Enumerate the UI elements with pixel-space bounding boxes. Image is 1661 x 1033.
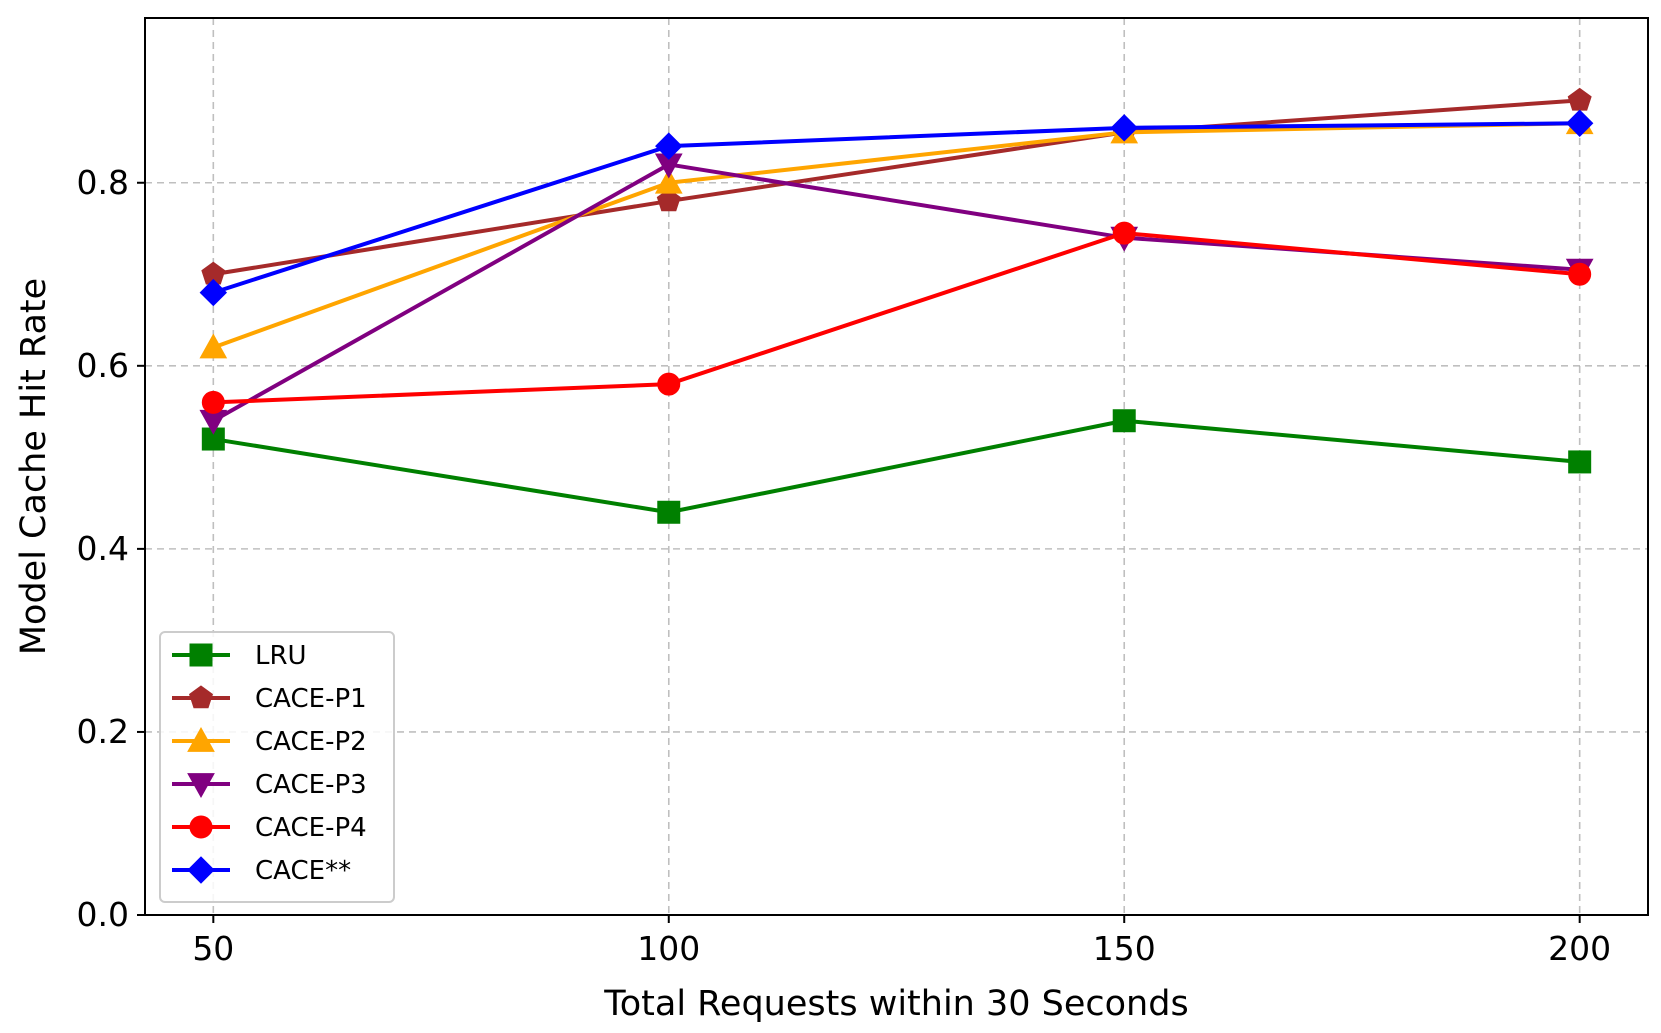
- series-cace-p4: [201, 221, 1592, 414]
- y-tick-label: 0.8: [77, 163, 129, 202]
- series-cace-p2: [199, 109, 1594, 359]
- series-line-cace-p4: [213, 231, 1580, 405]
- y-tick-label: 0.6: [77, 346, 129, 385]
- data-point-cace-p4: [657, 372, 681, 396]
- legend-swatch-marker: [188, 685, 214, 709]
- data-point-cace-p4: [1568, 262, 1592, 286]
- x-tick-label: 200: [1548, 929, 1611, 968]
- data-point-cace-p2: [199, 333, 228, 359]
- legend-label: CACE-P2: [255, 727, 367, 757]
- data-point-cacestarstar: [1110, 114, 1138, 142]
- y-axis-label: Model Cache Hit Rate: [14, 278, 54, 655]
- legend-item-cace-p4: CACE-P4: [172, 813, 367, 843]
- legend-swatch-marker: [187, 773, 215, 799]
- legend-swatch-marker: [189, 643, 213, 667]
- series-layer: [199, 87, 1594, 524]
- series-line-lru: [213, 418, 1580, 515]
- plot-area-frame: [144, 17, 1649, 916]
- series-cace-p1: [201, 87, 1592, 285]
- series-line-cacestarstar: [212, 121, 1580, 295]
- data-point-cacestarstar: [655, 132, 683, 160]
- x-axis-label: Total Requests within 30 Seconds: [603, 984, 1188, 1024]
- data-point-lru: [1568, 450, 1592, 474]
- series-cacestarstar: [199, 109, 1594, 307]
- data-point-cacestarstar: [1565, 109, 1594, 137]
- legend-swatch-marker: [189, 815, 213, 839]
- legend-item-cace-p1: CACE-P1: [172, 684, 367, 714]
- legend-swatch-marker: [187, 856, 215, 884]
- x-tick-label: 100: [637, 929, 700, 968]
- series-cace-p3: [199, 153, 1594, 435]
- legend-item-cacestarstar: CACE**: [172, 856, 351, 886]
- legend-swatch-marker: [187, 726, 215, 752]
- legend-item-cace-p3: CACE-P3: [172, 770, 367, 800]
- data-point-lru: [657, 500, 681, 524]
- legend-item-cace-p2: CACE-P2: [172, 726, 367, 757]
- legend-label: CACE-P1: [255, 684, 367, 714]
- data-point-cace-p2: [654, 168, 683, 194]
- x-tick-label: 150: [1093, 929, 1156, 968]
- data-point-cacestarstar: [199, 278, 228, 307]
- legend: LRU CACE-P1 CACE-P2 CACE-P3 CACE-P4 CACE**: [159, 631, 395, 903]
- y-tick-label: 0.4: [77, 529, 129, 568]
- data-point-cace-p1: [1567, 87, 1592, 111]
- series-lru: [201, 409, 1592, 524]
- y-tick-label: 0.2: [77, 712, 129, 751]
- data-point-cace-p1: [656, 188, 681, 212]
- legend-label: CACE-P4: [255, 813, 367, 843]
- series-line-cace-p2: [212, 121, 1580, 350]
- series-line-cace-p1: [213, 98, 1580, 277]
- axes: 50 100 150 200 0.0 0.2 0.4 0.6 0.8: [77, 163, 1612, 968]
- legend-label: CACE**: [255, 856, 351, 886]
- legend-label: CACE-P3: [255, 770, 367, 800]
- legend-item-lru: LRU: [172, 641, 307, 671]
- data-point-cace-p4: [201, 390, 225, 414]
- series-line-cace-p3: [212, 162, 1580, 423]
- y-tick-label: 0.0: [77, 895, 129, 934]
- data-point-cace-p4: [1112, 221, 1136, 245]
- legend-label: LRU: [255, 641, 307, 671]
- x-tick-label: 50: [192, 929, 234, 968]
- data-point-lru: [1112, 409, 1136, 433]
